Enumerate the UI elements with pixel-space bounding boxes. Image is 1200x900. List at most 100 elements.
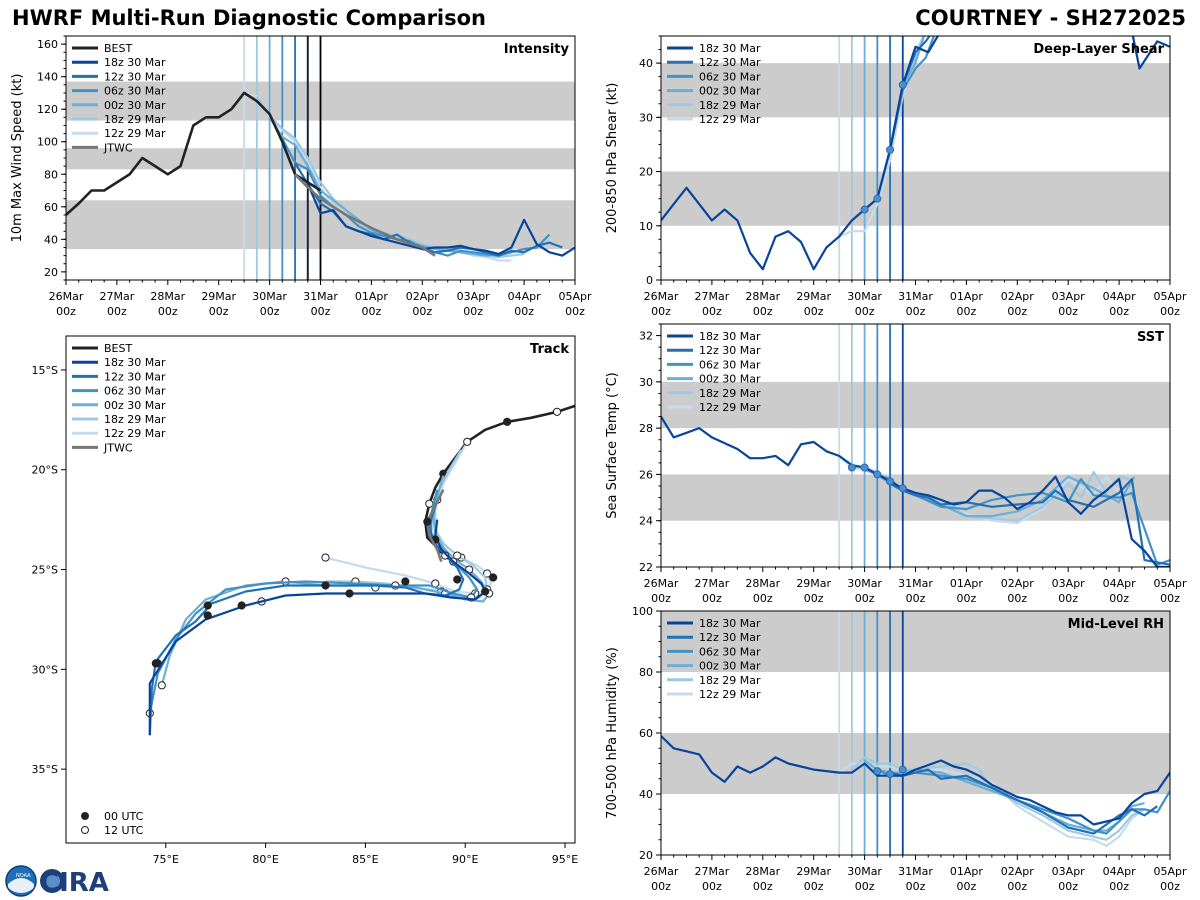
- x-tick-label-hour: 00z: [702, 880, 722, 893]
- y-tick-label: 140: [37, 71, 58, 84]
- y-tick-label: 10: [639, 220, 653, 233]
- y-tick-label: 26: [639, 468, 653, 481]
- legend-label: 00z 30 Mar: [104, 399, 166, 412]
- init-point-dot: [873, 470, 882, 479]
- init-point-dot: [898, 484, 907, 493]
- legend-label: 06z 30 Mar: [699, 358, 761, 371]
- x-tick-label-hour: 00z: [1160, 592, 1180, 605]
- shaded-band: [661, 611, 1170, 672]
- x-tick-label-date: 01Apr: [355, 290, 389, 303]
- y-axis-label: 200-850 hPa Shear (kt): [605, 83, 620, 234]
- x-tick-label-hour: 00z: [209, 305, 229, 318]
- track-dot-00utc: [453, 575, 462, 584]
- chart-shear: 0 10 20 30 40 26Mar 00z 27Mar 00z 28Mar 00z 29Mar 00…: [605, 35, 1187, 318]
- x-tick-label-hour: 00z: [651, 880, 671, 893]
- y-tick-label: 40: [639, 57, 653, 70]
- legend-label: JTWC: [103, 141, 133, 154]
- track-dot-12utc: [157, 681, 166, 690]
- x-tick-label-date: 26Mar: [644, 290, 679, 303]
- legend-label: 12z 30 Mar: [699, 56, 761, 69]
- x-tick-label-date: 03Apr: [457, 290, 491, 303]
- init-point-dot: [873, 767, 882, 776]
- x-tick-label-date: 29Mar: [796, 577, 831, 590]
- x-tick-label-date: 05Apr: [1153, 290, 1187, 303]
- x-tick-label-date: 26Mar: [49, 290, 84, 303]
- x-tick-label-hour: 00z: [855, 305, 875, 318]
- track-dot-00utc: [321, 581, 330, 590]
- figure-title-right: COURTNEY - SH272025: [915, 6, 1186, 30]
- y-tick-label: 60: [44, 201, 58, 214]
- panel-title: Mid-Level RH: [1068, 617, 1164, 632]
- series-line-BEST: [66, 91, 322, 216]
- legend-label: 12z 30 Mar: [104, 370, 166, 383]
- track-dot-00utc: [401, 577, 410, 586]
- y-axis-label: Sea Surface Temp (°C): [605, 372, 620, 519]
- x-tick-label-hour: 00z: [702, 592, 722, 605]
- x-tick-label-hour: 00z: [1007, 592, 1027, 605]
- x-tick-label-date: 01Apr: [950, 577, 984, 590]
- legend-label: 12z 29 Mar: [699, 688, 761, 701]
- legend-label: 12z 29 Mar: [104, 427, 166, 440]
- x-tick-label-date: 04Apr: [1103, 290, 1137, 303]
- x-tick-label-date: 05Apr: [1153, 865, 1187, 878]
- y-tick-label: 120: [37, 103, 58, 116]
- x-tick-label-hour: 00z: [158, 305, 178, 318]
- x-tick-label-date: 29Mar: [796, 290, 831, 303]
- series-line-BEST: [423, 404, 575, 551]
- plot-area: [661, 36, 1170, 280]
- x-tick-label-date: 03Apr: [1052, 865, 1086, 878]
- track-dot-00utc: [151, 659, 160, 668]
- cira-logo: NOAA CIRA: [4, 864, 114, 898]
- y-tick-label: 20: [639, 166, 653, 179]
- shaded-band: [661, 733, 1170, 794]
- y-tick-label: 100: [632, 605, 653, 618]
- legend-label: BEST: [104, 42, 132, 55]
- legend-label: 06z 30 Mar: [699, 645, 761, 658]
- x-tick-label-hour: 00z: [107, 305, 127, 318]
- series-line-JTWC: [425, 489, 445, 563]
- x-tick-label-hour: 00z: [1058, 305, 1078, 318]
- init-point-dot: [860, 463, 869, 472]
- x-tick-label-hour: 00z: [1058, 880, 1078, 893]
- x-tick-label-hour: 00z: [804, 592, 824, 605]
- y-tick-label: 80: [44, 168, 58, 181]
- x-tick-label-hour: 00z: [702, 305, 722, 318]
- x-tick-label-hour: 00z: [753, 592, 773, 605]
- legend-marker-label: 12 UTC: [104, 824, 144, 837]
- track-dot-00utc: [481, 587, 490, 596]
- x-tick-label-date: 05Apr: [558, 290, 592, 303]
- legend-label: 06z 30 Mar: [104, 385, 166, 398]
- legend-label: 18z 30 Mar: [104, 356, 166, 369]
- x-tick-label-hour: 00z: [855, 880, 875, 893]
- noaa-logo-icon: NOAA CIRA: [5, 865, 109, 898]
- y-tick-label: 25°S: [32, 564, 58, 577]
- cira-logo-text: CIRA: [40, 868, 109, 898]
- x-tick-label-date: 05Apr: [1153, 577, 1187, 590]
- track-dot-00utc: [423, 517, 432, 526]
- track-dot-00utc: [345, 589, 354, 598]
- x-tick-label-hour: 00z: [1109, 880, 1129, 893]
- panel-title: Track: [530, 342, 569, 357]
- init-point-dot: [886, 770, 895, 779]
- x-tick-label-hour: 00z: [565, 305, 585, 318]
- x-tick-label-hour: 00z: [906, 880, 926, 893]
- legend-dot-00utc: [81, 812, 89, 820]
- x-tick-label-date: 26Mar: [644, 577, 679, 590]
- x-tick-label-hour: 00z: [804, 305, 824, 318]
- legend-label: 18z 29 Mar: [104, 113, 166, 126]
- init-point-dot: [847, 463, 856, 472]
- init-point-dot: [886, 145, 895, 154]
- y-tick-label: 20: [44, 266, 58, 279]
- noaa-logo-text: NOAA: [16, 873, 31, 879]
- x-tick-label-hour: 00z: [906, 592, 926, 605]
- chart-rh: 20 40 60 80 100 26Mar 00z 27Mar 00z 28Mar 00z 29Mar…: [605, 605, 1187, 893]
- x-tick-label-hour: 00z: [1109, 305, 1129, 318]
- y-axis-label: 700-500 hPa Humidity (%): [605, 647, 620, 819]
- panel-title: SST: [1137, 330, 1164, 345]
- x-tick-label: 80°E: [252, 853, 278, 866]
- y-tick-label: 0: [646, 274, 653, 287]
- x-tick-label-date: 27Mar: [695, 577, 730, 590]
